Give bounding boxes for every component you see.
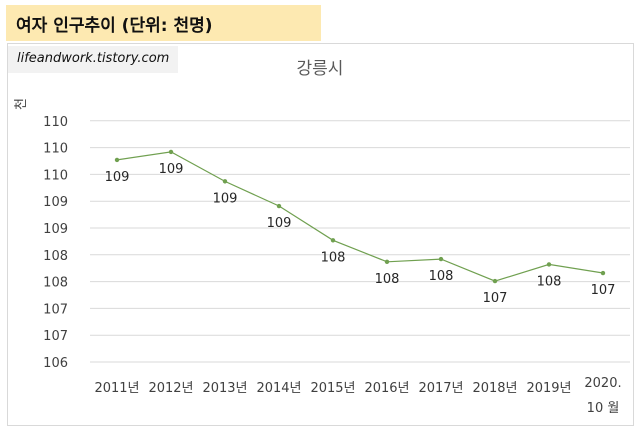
y-tick-label: 108 [43, 249, 68, 264]
data-label: 109 [159, 162, 184, 177]
data-label: 107 [591, 283, 616, 298]
y-axis-unit-label: 천 [14, 98, 29, 110]
data-label: 108 [537, 274, 562, 289]
x-tick-label: 2017년 [418, 381, 463, 396]
data-point [384, 259, 390, 264]
x-tick-label: 2015년 [310, 381, 355, 396]
data-point [168, 149, 174, 155]
x-tick-label: 2011년 [94, 381, 139, 396]
x-tick-label: 2016년 [364, 381, 409, 396]
data-label: 109 [267, 216, 292, 231]
x-tick-label: 2018년 [472, 381, 517, 396]
data-points [114, 149, 606, 284]
y-tick-label: 107 [43, 329, 68, 344]
data-label: 109 [213, 191, 238, 206]
y-tick-label: 108 [43, 276, 68, 291]
chart-title: 강릉시 [297, 59, 344, 79]
x-tick-label: 2012년 [148, 381, 193, 396]
data-label: 109 [105, 170, 130, 185]
y-tick-label: 110 [43, 142, 68, 157]
y-tick-label: 109 [43, 195, 68, 210]
data-point [546, 262, 552, 267]
x-tick-label: 2020. 10 월 [584, 376, 621, 416]
data-point [114, 157, 120, 163]
data-labels: 109 109 109 109 108 108 108 107 108 107 [105, 162, 616, 306]
data-point [492, 278, 498, 284]
y-tick-label: 110 [43, 168, 68, 183]
data-point [276, 203, 282, 209]
page-heading: 여자 인구추이 (단위: 천명) [6, 5, 321, 41]
x-axis-ticks: 2011년 2012년 2013년 2014년 2015년 2016년 2017년 2018년… [94, 376, 621, 416]
data-label: 108 [429, 269, 454, 284]
gridlines [90, 120, 630, 363]
y-axis-ticks: 106 107 107 108 108 109 109 110 110 110 [43, 115, 68, 371]
x-tick-label: 2013년 [202, 381, 247, 396]
data-label: 107 [483, 291, 508, 306]
y-tick-label: 106 [43, 356, 68, 371]
data-point [438, 256, 444, 262]
data-label: 108 [321, 250, 346, 265]
x-tick-label: 2014년 [256, 381, 301, 396]
blog-watermark: lifeandwork.tistory.com [8, 46, 179, 73]
x-tick-label: 2019년 [526, 381, 571, 396]
y-tick-label: 109 [43, 222, 68, 237]
series-line [116, 151, 604, 282]
data-point [222, 179, 228, 184]
y-tick-label: 107 [43, 302, 68, 317]
data-point [600, 270, 606, 276]
data-label: 108 [375, 272, 400, 287]
data-point [330, 238, 336, 243]
y-tick-label: 110 [43, 115, 68, 130]
